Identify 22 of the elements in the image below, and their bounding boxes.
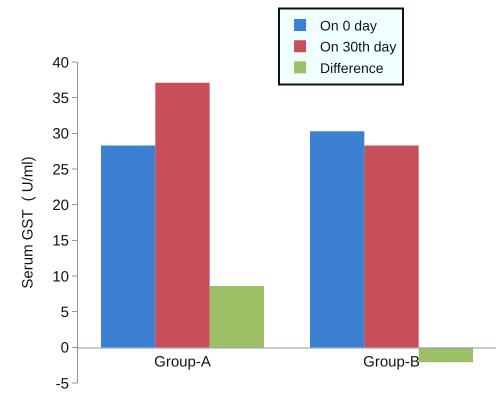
y-tick-label: 25 [52,161,69,178]
bar [155,82,210,348]
x-tick-label: Group-B [363,353,420,370]
bar [310,131,364,348]
y-axis-title: Serum GST ( U/ml) [20,156,37,289]
legend-label: On 0 day [320,17,377,34]
y-tick-label: 15 [52,232,69,250]
bar [210,286,264,348]
y-tick-label: 40 [52,54,69,72]
y-tick-label: -5 [56,375,69,392]
bar [100,145,156,348]
y-tick-label: 0 [60,340,69,357]
y-tick-label: 35 [52,90,69,107]
bar [418,347,474,362]
y-tick-label: 5 [60,304,69,321]
legend-label: On 30th day [320,38,396,55]
x-tick-label: Group-A [154,353,211,370]
bar [364,145,419,348]
y-tick-label: 30 [52,126,69,143]
y-tick-label: 20 [52,196,69,214]
y-tick-label: 10 [52,268,69,286]
legend-label: Difference [320,60,384,76]
